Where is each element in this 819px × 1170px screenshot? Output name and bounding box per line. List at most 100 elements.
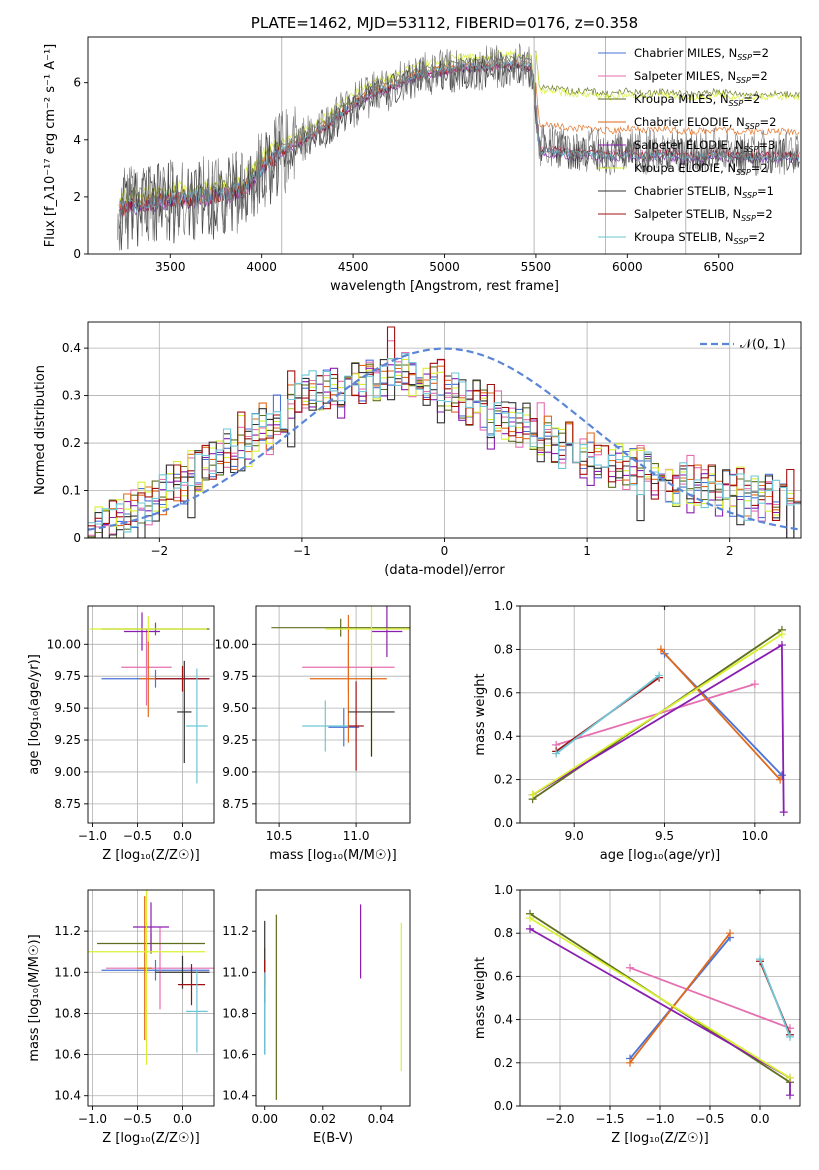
x-axis-label: mass [log₁₀(M/M☉)] [269, 848, 396, 863]
y-axis-label: mass weight [473, 673, 488, 755]
y-tick-label: 4 [73, 133, 81, 147]
x-tick-label: −0.5 [695, 1112, 724, 1126]
y-axis-label: mass [log₁₀(M/M☉)] [27, 934, 42, 1061]
x-axis-label: Z [log₁₀(Z/Z☉)] [102, 848, 199, 863]
y-tick-label: 0.6 [494, 969, 513, 983]
axes-frame [255, 889, 411, 1107]
y-axis-label: mass weight [473, 957, 488, 1039]
x-tick-label: −1.0 [645, 1112, 674, 1126]
y-tick-label: 9.00 [222, 765, 249, 779]
y-tick-label: 8.75 [222, 797, 249, 811]
x-tick-label: −1 [293, 544, 311, 558]
y-tick-label: 10.8 [222, 1006, 249, 1020]
weight-point-chabrier_elodie [656, 645, 665, 654]
weight-point-salpeter_elodie [777, 641, 786, 650]
legend-label: Chabrier MILES, NSSP=2 [634, 46, 769, 62]
panel-residuals: −2 −1 0 1 2 0 0.1 0.2 0.3 0.4 (data-model)/error No… [33, 321, 802, 578]
plot-area-weight_vs_Z [526, 890, 794, 1100]
x-axis-label: E(B-V) [313, 1131, 353, 1146]
y-tick-label: 1.0 [494, 883, 513, 897]
x-tick-label: 9.0 [565, 829, 584, 843]
y-tick-label: 0.0 [494, 1099, 513, 1113]
y-tick-label: 0.1 [62, 484, 81, 498]
y-tick-label: 2 [73, 190, 81, 204]
y-tick-label: 10.6 [54, 1048, 81, 1062]
weight-point-kroupa_elodie [777, 630, 786, 639]
y-tick-label: 0.2 [62, 436, 81, 450]
panel-age_vs_mass: 10.5 11.0 8.75 9.00 9.25 9.50 9.75 10.00 mass [l… [215, 605, 411, 863]
y-tick-label: 9.25 [222, 733, 249, 747]
y-tick-label: 11.2 [222, 924, 249, 938]
weight-point-chabrier_miles [777, 771, 786, 780]
axes-frame [87, 605, 215, 824]
axes-frame [519, 605, 801, 824]
y-tick-label: 0.4 [494, 1013, 513, 1027]
plot-area-residuals [88, 326, 801, 538]
x-tick-label: −1.0 [78, 829, 107, 843]
x-tick-label: −0.5 [123, 829, 152, 843]
x-tick-label: 2 [726, 544, 734, 558]
observed-spectrum [117, 43, 800, 251]
y-tick-label: 11.2 [54, 924, 81, 938]
y-tick-label: 6 [73, 76, 81, 90]
y-axis-label: Flux [f_λ10⁻¹⁷ erg cm⁻² s⁻¹ A⁻¹] [43, 44, 58, 248]
y-tick-label: 10.00 [47, 637, 81, 651]
x-tick-label: 3500 [155, 260, 186, 274]
x-tick-label: 10.0 [741, 829, 768, 843]
weight-point-kroupa_stelib [756, 955, 764, 964]
x-tick-label: 1 [583, 544, 591, 558]
y-tick-label: 11.0 [222, 965, 249, 979]
y-axis-label: age [log₁₀(age/yr)] [27, 654, 42, 775]
y-tick-label: 0.0 [494, 816, 513, 830]
y-tick-label: 0.2 [494, 1056, 513, 1070]
y-tick-label: 9.75 [222, 669, 249, 683]
weight-point-chabrier_stelib [660, 606, 669, 610]
y-tick-label: 10.4 [222, 1089, 249, 1103]
x-axis-label: Z [log₁₀(Z/Z☉)] [102, 1131, 199, 1146]
weight-point-salpeter_elodie [779, 808, 788, 817]
legend-label-gaussian: 𝒩(0, 1) [740, 336, 786, 351]
gaussian-curve [88, 347, 799, 531]
weight-line-kroupa_stelib [759, 958, 791, 1038]
weight-point-kroupa_stelib [655, 671, 664, 680]
legend-label: Salpeter MILES, NSSP=2 [634, 69, 768, 85]
x-tick-label: 11.0 [343, 829, 370, 843]
x-tick-label: −1.0 [78, 1112, 107, 1126]
y-tick-label: 10.8 [54, 1006, 81, 1020]
weight-line-kroupa_stelib [555, 674, 660, 755]
legend-label: Kroupa MILES, NSSP=2 [634, 92, 760, 108]
x-tick-label: 5500 [521, 260, 552, 274]
weight-line-salpeter_miles [555, 683, 756, 746]
y-tick-label: 0.8 [494, 926, 513, 940]
panel-mass_vs_ebv: 0.00 0.02 0.04 10.4 10.6 10.8 11.0 11.2 E(B-V) [222, 889, 411, 1146]
y-axis-label: Normed distribution [33, 365, 48, 495]
panel-mass_vs_Z: −1.0 −0.5 0.0 10.4 10.6 10.8 11.0 11.2 Z [log₁₀(… [27, 889, 215, 1146]
weight-line-salpeter_elodie [532, 643, 785, 813]
x-tick-label: −2.0 [545, 1112, 574, 1126]
legend-label: Salpeter ELODIE, NSSP=3 [634, 138, 775, 154]
x-tick-label: 0.0 [173, 829, 192, 843]
x-tick-label: 0.04 [368, 1112, 395, 1126]
panel-age_vs_Z: −1.0 −0.5 0.0 8.75 9.00 9.25 9.50 9.75 10.00 Z [l… [27, 605, 215, 863]
y-tick-label: 0 [73, 531, 81, 545]
y-tick-label: 0.3 [62, 389, 81, 403]
legend: Chabrier MILES, NSSP=2 Salpeter MILES, NS… [598, 46, 776, 246]
y-tick-label: 11.0 [54, 965, 81, 979]
weight-point-kroupa_stelib [552, 749, 561, 758]
panel-spectrum: 3500 4000 4500 5000 5500 6000 6500 0 2 4 6 waveleng… [43, 14, 802, 294]
y-tick-label: 9.50 [222, 701, 249, 715]
weight-point-salpeter_elodie [786, 1091, 794, 1100]
x-tick-label: 0.0 [173, 1112, 192, 1126]
weight-line-salpeter_miles [629, 966, 791, 1030]
chart-title: PLATE=1462, MJD=53112, FIBERID=0176, z=0… [251, 14, 638, 32]
x-tick-label: 0 [441, 544, 449, 558]
weight-point-salpeter_elodie [526, 924, 534, 933]
plot-area-mass_vs_ebv [264, 904, 402, 1100]
panel-weight_vs_age: 9.0 9.5 10.0 0.0 0.2 0.4 0.6 0.8 1.0 age [log₁₀(a… [473, 599, 801, 863]
y-tick-label: 0.2 [494, 773, 513, 787]
y-tick-label: 9.75 [54, 669, 81, 683]
plot-area-age_vs_Z [89, 612, 210, 784]
y-tick-label: 10.6 [222, 1048, 249, 1062]
x-axis-label: wavelength [Angstrom, rest frame] [330, 279, 559, 294]
